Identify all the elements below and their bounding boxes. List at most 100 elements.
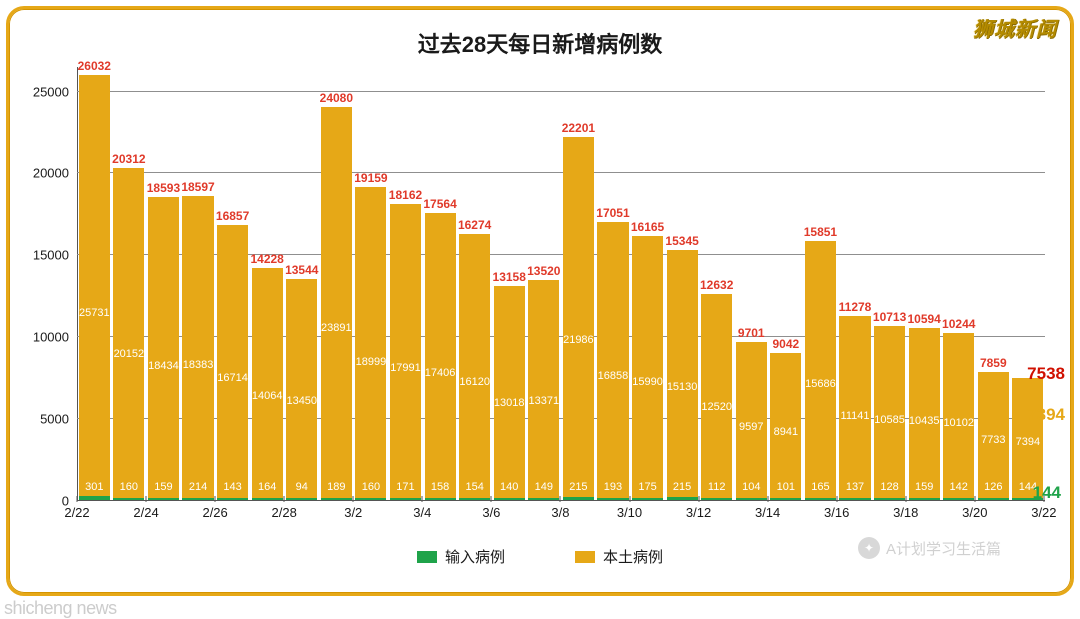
bar-slot: 1816217991171 [388, 67, 423, 501]
bar-import-label: 143 [223, 481, 241, 493]
bar-local [321, 107, 352, 498]
bar-total-label: 17051 [596, 206, 629, 220]
bar-local-label: 16714 [217, 372, 248, 384]
bar-slot: 1585115686165 [803, 67, 838, 501]
bar-local [701, 294, 732, 499]
x-tick: 3/20 [975, 501, 1010, 531]
y-tick-label: 20000 [33, 166, 77, 181]
y-tick-label: 10000 [33, 330, 77, 345]
bar-local [632, 236, 663, 498]
bar-local [459, 234, 490, 498]
bar-local [805, 241, 836, 498]
bar-local [390, 204, 421, 499]
bar-slot: 1627416120154 [457, 67, 492, 501]
bar-import-label: 164 [258, 481, 276, 493]
bar-local-label: 15686 [805, 378, 836, 390]
bar-import-label: 160 [120, 481, 138, 493]
bar-slot: 7394144 [1011, 67, 1046, 501]
bar-import-label: 101 [777, 481, 795, 493]
x-tick: 2/28 [284, 501, 319, 531]
bar-local-label: 17406 [425, 367, 456, 379]
bar-total-label: 13520 [527, 264, 560, 278]
bar-slot: 1352013371149 [527, 67, 562, 501]
bar-local-label: 25731 [79, 307, 110, 319]
y-tick-label: 15000 [33, 248, 77, 263]
x-tick: 2/26 [215, 501, 250, 531]
bar-import-label: 301 [85, 481, 103, 493]
bar-import-label: 214 [189, 481, 207, 493]
bar-local-label: 20152 [114, 348, 145, 360]
bar-local-label: 14064 [252, 390, 283, 402]
legend-item-import: 输入病例 [417, 546, 505, 567]
wechat-watermark: ✦ A计划学习生活篇 [858, 537, 1001, 559]
bar-local [425, 213, 456, 498]
bar-local [355, 187, 386, 498]
bar-total-label: 13158 [493, 270, 526, 284]
y-tick-label: 25000 [33, 84, 77, 99]
bar-local-label: 13018 [494, 397, 525, 409]
bar-import-label: 160 [362, 481, 380, 493]
bar-slot: 1024410102142 [941, 67, 976, 501]
bar-local [182, 196, 213, 497]
x-tick: 3/6 [491, 501, 526, 531]
bar-slot: 1263212520112 [699, 67, 734, 501]
bar-import-label: 149 [535, 481, 553, 493]
bar-local-label: 15990 [632, 376, 663, 388]
bar-local-label: 18999 [356, 356, 387, 368]
legend-swatch-import [417, 551, 437, 563]
legend-label-import: 输入病例 [445, 546, 505, 567]
x-tick: 3/10 [630, 501, 665, 531]
x-tick: 3/14 [768, 501, 803, 531]
bar-total-label: 10244 [942, 317, 975, 331]
bar-slot: 78597733126 [976, 67, 1011, 501]
bar-total-label: 17564 [423, 197, 456, 211]
bar-import-label: 159 [154, 481, 172, 493]
bar-local-label: 7733 [981, 434, 1005, 446]
y-tick-label: 5000 [40, 412, 77, 427]
bar-import-label: 215 [673, 481, 691, 493]
bar-local-label: 11141 [841, 410, 870, 422]
bar-import-label: 158 [431, 481, 449, 493]
bar-slot: 1059410435159 [907, 67, 942, 501]
bar-import-label: 112 [708, 481, 726, 493]
bar-total-label: 18597 [181, 180, 214, 194]
bar-total-label: 7859 [980, 356, 1007, 370]
bar-slot: 17564 17406 158 [423, 67, 458, 501]
bar-slot: 1915918999160 [354, 67, 389, 501]
bar-total-label: 10713 [873, 310, 906, 324]
bar-local-label: 15130 [667, 381, 698, 393]
bar-local-label: 10585 [874, 414, 905, 426]
bar-import-label: 215 [569, 481, 587, 493]
bar-import-label: 165 [811, 481, 829, 493]
bar-local [839, 316, 870, 498]
bar-import-label: 154 [465, 481, 483, 493]
bar-local-label: 7394 [1016, 436, 1040, 448]
wechat-icon: ✦ [858, 537, 880, 559]
bar-local [148, 197, 179, 499]
bar-local-label: 12520 [701, 401, 732, 413]
bar-import-label: 171 [396, 481, 414, 493]
bar-total-label: 16274 [458, 218, 491, 232]
bar-import-label: 94 [296, 481, 308, 493]
bar-local-label: 23891 [321, 322, 352, 334]
legend-swatch-local [575, 551, 595, 563]
legend-item-local: 本土病例 [575, 546, 663, 567]
side-import-label: 144 [1033, 483, 1061, 503]
bar-local-label: 10102 [943, 417, 974, 429]
side-total-label: 7538 [1027, 364, 1065, 384]
bar-local [667, 250, 698, 498]
bar-local [79, 75, 110, 496]
bar-total-label: 26032 [78, 59, 111, 73]
bar-slot: 1705116858193 [596, 67, 631, 501]
bar-local [252, 268, 283, 498]
side-local-label: 7394 [1027, 405, 1065, 425]
bar-slot: 1534515130215 [665, 67, 700, 501]
bar-local [943, 333, 974, 498]
bar-local [494, 286, 525, 499]
bar-local [528, 280, 559, 499]
bar-slot: 1422814064164 [250, 67, 285, 501]
bars-container: 2603225731301203122015216018593184341591… [77, 67, 1045, 501]
bar-local-label: 13450 [286, 395, 317, 407]
x-tick: 3/4 [422, 501, 457, 531]
bar-slot: 90428941101 [769, 67, 804, 501]
